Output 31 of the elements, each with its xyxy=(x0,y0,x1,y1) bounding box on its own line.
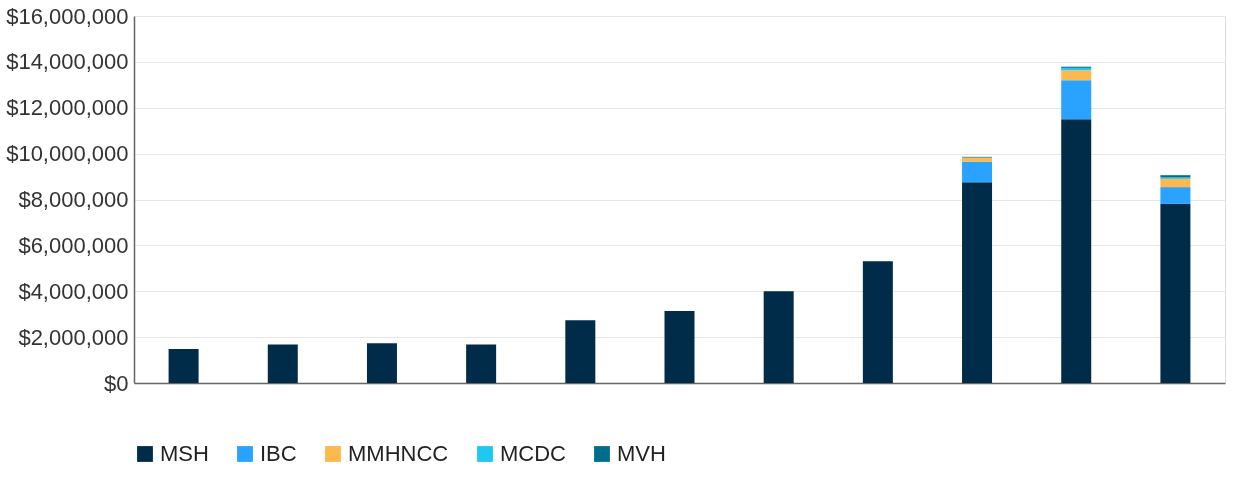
bar xyxy=(763,291,794,383)
bar xyxy=(366,343,397,383)
legend-label: MSH xyxy=(160,441,209,466)
bar xyxy=(565,320,596,383)
legend-label: IBC xyxy=(260,441,297,466)
y-tick-label: $6,000,000 xyxy=(18,232,129,258)
y-tick-label: $0 xyxy=(104,370,129,396)
bar xyxy=(962,182,993,383)
y-tick-label: $2,000,000 xyxy=(18,324,129,350)
y-tick-label: $8,000,000 xyxy=(18,187,129,212)
legend-label: MVH xyxy=(617,441,666,466)
bar xyxy=(168,349,199,383)
y-tick-label: $10,000,000 xyxy=(6,141,129,167)
bar xyxy=(1061,70,1092,81)
y-tick-label: $14,000,000 xyxy=(6,49,129,75)
y-tick-label: $4,000,000 xyxy=(18,278,129,304)
legend-label: MCDC xyxy=(500,441,567,466)
bar xyxy=(1061,80,1092,120)
bar xyxy=(1061,119,1092,383)
bar xyxy=(862,261,893,383)
y-tick-label: $12,000,000 xyxy=(6,95,129,121)
legend-label: MMHNCC xyxy=(348,441,449,466)
bar xyxy=(664,310,695,383)
bar xyxy=(1160,203,1191,383)
bar xyxy=(1160,187,1191,204)
bar xyxy=(962,157,993,162)
bar xyxy=(466,344,497,383)
bar xyxy=(267,344,298,383)
y-tick-label: $16,000,000 xyxy=(6,3,129,29)
bar xyxy=(1160,178,1191,188)
bar xyxy=(962,161,993,183)
